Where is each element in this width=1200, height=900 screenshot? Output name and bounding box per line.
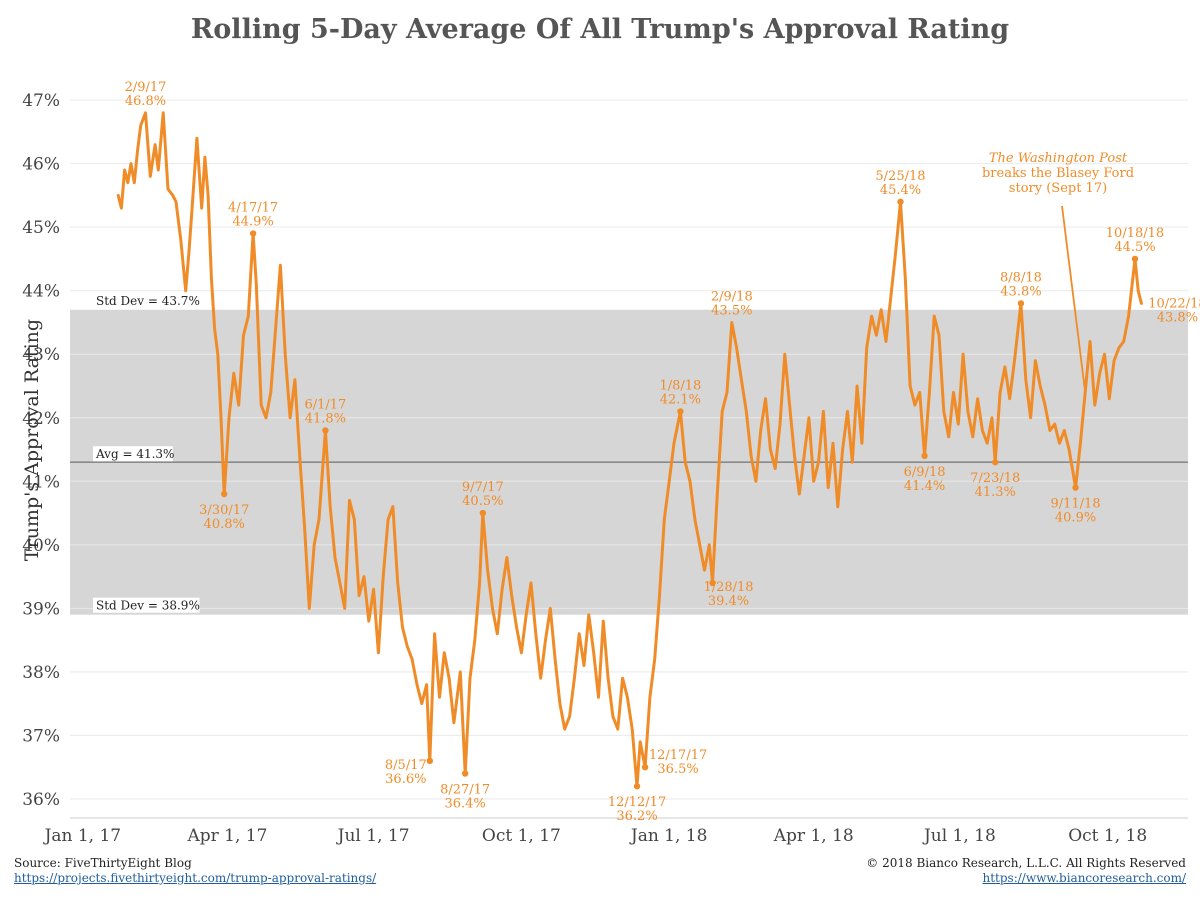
std-dev-low-label-bg: [93, 597, 200, 613]
std-dev-low-label: Std Dev = 38.9%: [96, 599, 200, 613]
annotation-date-label: 10/18/18: [1106, 226, 1164, 241]
x-tick-label: Jul 1, 17: [336, 826, 410, 846]
annotation-value-label: 46.8%: [125, 94, 166, 109]
y-axis-label: Trump's Approval Rating: [21, 319, 43, 561]
annotation-dot: [221, 490, 228, 498]
annotation-dot: [1017, 300, 1025, 307]
x-tick-label: Jul 1, 18: [922, 826, 996, 846]
y-tick-label: 44%: [22, 282, 60, 302]
source-label: Source: FiveThirtyEight Blog: [14, 856, 192, 870]
copyright-link[interactable]: https://www.biancoresearch.com/: [982, 871, 1186, 885]
annotation-value-label: 44.9%: [232, 215, 273, 230]
copyright-link-wrapper: https://www.biancoresearch.com/: [982, 871, 1186, 885]
y-tick-label: 38%: [22, 663, 60, 683]
annotation-value-label: 40.5%: [462, 494, 503, 509]
y-tick-label: 46%: [22, 155, 60, 175]
annotation-value-label: 36.2%: [616, 809, 657, 824]
annotation-date-label: 8/8/18: [1000, 270, 1042, 285]
annotation-date-label: 9/7/17: [462, 480, 504, 495]
y-tick-label: 40%: [22, 536, 60, 556]
x-tick-label: Oct 1, 18: [1068, 826, 1147, 846]
annotation-dot: [1072, 484, 1079, 491]
annotation-value-label: 43.5%: [711, 303, 752, 318]
x-tick-label: Jan 1, 18: [629, 826, 708, 846]
x-tick-label: Apr 1, 17: [186, 826, 267, 846]
annotation-value-label: 41.3%: [975, 485, 1016, 500]
annotation-dot: [992, 459, 999, 466]
annotation-dot: [461, 770, 469, 777]
x-tick-label: Oct 1, 17: [482, 826, 561, 846]
annotation-value-label: 45.4%: [880, 183, 921, 198]
annotation-dot: [249, 230, 257, 237]
annotation-dot: [709, 579, 716, 587]
annotation-value-label: 44.5%: [1114, 240, 1155, 255]
average-label-bg: [93, 446, 173, 462]
y-tick-label: 45%: [22, 218, 60, 238]
annotation-date-label: 2/9/17: [125, 80, 167, 95]
annotation-date-label: 4/17/17: [228, 201, 278, 216]
annotation-date-label: 9/11/18: [1050, 497, 1100, 512]
source-link[interactable]: https://projects.fivethirtyeight.com/tru…: [14, 871, 377, 885]
annotation-value-label: 39.4%: [708, 594, 749, 609]
x-tick-label: Jan 1, 17: [43, 826, 122, 846]
annotation-value-label: 36.6%: [385, 772, 426, 787]
annotation-dot: [921, 452, 928, 460]
y-tick-label: 41%: [22, 472, 60, 492]
std-dev-high-label-bg: [93, 292, 200, 308]
annotation-date-label: 1/28/18: [703, 580, 753, 595]
annotation-dot: [641, 763, 649, 771]
average-label: Avg = 41.3%: [95, 447, 174, 461]
annotation-date-label: 8/5/17: [385, 758, 427, 773]
annotation-date-label: 6/9/18: [904, 465, 946, 480]
annotation-date-label: 6/1/17: [304, 397, 346, 412]
y-tick-label: 39%: [22, 599, 60, 619]
annotation-value-label: 42.1%: [660, 392, 701, 407]
annotation-dot: [479, 509, 487, 517]
annotation-value-label: 41.4%: [904, 479, 945, 494]
std-dev-high-label: Std Dev = 43.7%: [96, 294, 200, 308]
x-tick-label: Apr 1, 18: [773, 826, 854, 846]
annotation-value-label: 43.8%: [1000, 284, 1041, 299]
annotation-dot: [677, 408, 684, 415]
chart-title: Rolling 5-Day Average Of All Trump's App…: [190, 14, 1010, 45]
callout-text-line: breaks the Blasey Ford: [982, 166, 1134, 181]
callout-text-line: The Washington Post: [989, 151, 1128, 166]
annotation-date-label: 1/8/18: [659, 378, 701, 393]
annotation-value-label: 40.8%: [204, 517, 245, 532]
callout-text-line: story (Sept 17): [1009, 181, 1107, 196]
annotation-dot: [897, 198, 904, 205]
callout-pointer-line: [1061, 205, 1087, 393]
annotation-date-label: 3/30/17: [199, 503, 249, 518]
annotation-date-label: 12/17/17: [649, 748, 707, 763]
annotation-value-label: 36.4%: [444, 797, 485, 812]
y-tick-label: 36%: [22, 790, 60, 810]
y-tick-label: 43%: [22, 345, 60, 365]
approval-series-line: [116, 111, 1143, 788]
source-link-wrapper: https://projects.fivethirtyeight.com/tru…: [14, 871, 376, 885]
annotation-value-label: 43.8%: [1157, 310, 1198, 325]
y-tick-label: 42%: [22, 409, 60, 429]
annotation-date-label: 7/23/18: [970, 471, 1020, 486]
annotation-dot: [1131, 255, 1139, 263]
annotation-date-label: 10/22/18: [1148, 296, 1200, 311]
annotation-dot: [633, 783, 641, 790]
annotation-dot: [426, 757, 434, 765]
annotation-dot: [322, 427, 329, 434]
annotation-date-label: 5/25/18: [875, 169, 925, 184]
annotation-value-label: 36.5%: [657, 762, 698, 777]
annotation-date-label: 8/27/17: [440, 783, 490, 798]
y-tick-label: 37%: [22, 726, 60, 746]
annotation-value-label: 41.8%: [305, 411, 346, 426]
y-tick-label: 47%: [22, 91, 60, 111]
copyright-text: © 2018 Bianco Research, L.L.C. All Right…: [866, 856, 1186, 870]
annotation-date-label: 2/9/18: [711, 289, 753, 304]
annotation-value-label: 40.9%: [1055, 511, 1096, 526]
annotation-date-label: 12/12/17: [608, 795, 666, 810]
